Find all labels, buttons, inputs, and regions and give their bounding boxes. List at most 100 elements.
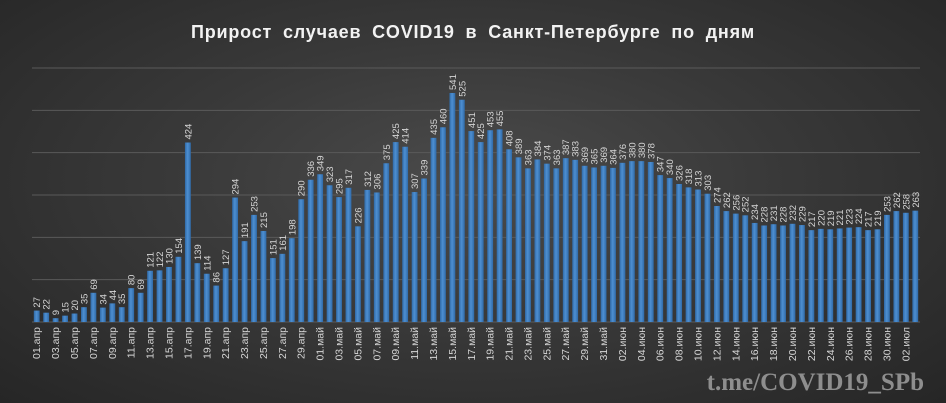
bar (780, 225, 786, 322)
x-tick-label: 03.май (334, 327, 346, 361)
data-label: 455 (495, 111, 506, 127)
data-label: 389 (514, 138, 525, 154)
data-label: 20 (70, 300, 81, 311)
x-tick-label: 17.апр (182, 327, 194, 359)
data-label: 303 (703, 175, 714, 191)
bar (600, 165, 607, 322)
bar (751, 222, 758, 322)
data-label: 228 (779, 207, 790, 223)
bar (874, 229, 881, 322)
x-tick-label: 15.май (447, 327, 459, 361)
data-label: 228 (760, 207, 771, 223)
x-tick-label: 21.апр (220, 327, 232, 359)
bar (619, 162, 626, 322)
data-label: 69 (136, 279, 147, 290)
x-tick-label: 26.июн (844, 327, 856, 361)
data-label: 226 (353, 207, 364, 223)
data-label: 44 (108, 290, 119, 301)
x-tick-label: 23.апр (239, 327, 251, 359)
data-label: 217 (807, 211, 818, 227)
data-label: 363 (523, 149, 534, 165)
data-label: 339 (420, 160, 431, 176)
data-label: 306 (372, 174, 383, 190)
x-tick-label: 19.апр (201, 327, 213, 359)
data-label: 220 (816, 210, 827, 226)
bar (477, 142, 484, 322)
data-label: 387 (561, 139, 572, 155)
bar (732, 213, 739, 322)
data-label: 263 (911, 192, 922, 208)
bar (912, 210, 919, 322)
bar (553, 168, 560, 322)
data-label: 15 (61, 302, 72, 313)
bar (657, 175, 664, 322)
data-label: 294 (231, 179, 242, 195)
bar (232, 197, 239, 322)
x-tick-label: 24.июн (825, 327, 837, 361)
data-label: 69 (89, 279, 100, 290)
data-label: 375 (382, 144, 393, 160)
x-tick-label: 04.июн (636, 327, 648, 361)
data-label: 349 (316, 155, 327, 171)
data-label: 424 (183, 124, 194, 140)
data-label: 451 (467, 112, 478, 128)
data-label: 425 (391, 123, 402, 139)
data-label: 336 (306, 161, 317, 177)
data-label: 35 (117, 294, 128, 305)
data-label: 525 (457, 81, 468, 97)
bar (676, 183, 683, 322)
data-label: 224 (854, 208, 865, 224)
data-label: 9 (51, 310, 62, 315)
x-tick-label: 18.июн (768, 327, 780, 361)
bar (449, 92, 456, 322)
x-tick-label: 20.июн (787, 327, 799, 361)
data-label: 363 (552, 149, 563, 165)
x-tick-label: 31.май (598, 327, 610, 361)
bar (761, 225, 768, 322)
x-tick-label: 11.май (409, 327, 421, 360)
x-tick-label: 01.май (315, 327, 327, 361)
data-label: 425 (476, 123, 487, 139)
data-label: 317 (344, 169, 355, 185)
data-label: 221 (835, 210, 846, 226)
bar (534, 159, 541, 322)
data-label: 323 (325, 166, 336, 182)
x-tick-label: 25.май (541, 327, 553, 361)
data-label: 365 (590, 149, 601, 165)
bar (288, 238, 295, 322)
bar (118, 307, 125, 322)
bar (90, 292, 97, 322)
x-tick-label: 07.апр (88, 327, 100, 359)
x-tick-label: 13.май (428, 327, 440, 361)
bar (487, 130, 494, 322)
data-label: 252 (741, 196, 752, 212)
data-label: 127 (221, 249, 232, 265)
data-label: 256 (731, 195, 742, 211)
data-label: 223 (845, 209, 856, 225)
data-label: 453 (486, 111, 497, 127)
data-label: 274 (712, 187, 723, 203)
bar (336, 197, 342, 322)
data-label: 232 (788, 205, 799, 221)
bar (884, 214, 890, 322)
x-tick-label: 12.июн (711, 327, 723, 361)
data-label: 121 (146, 252, 157, 268)
data-label: 414 (401, 128, 412, 144)
bar (685, 187, 692, 322)
bar (440, 127, 446, 323)
bar (194, 263, 201, 322)
bar (581, 165, 588, 322)
bar (260, 230, 267, 322)
data-label: 380 (637, 142, 648, 158)
bar (147, 270, 154, 322)
x-tick-label: 30.июн (881, 327, 893, 361)
x-tick-label: 05.апр (69, 327, 81, 359)
data-label: 229 (797, 206, 808, 222)
bar (458, 99, 465, 322)
bar (203, 273, 210, 322)
bar (99, 307, 106, 322)
data-label: 347 (656, 156, 667, 172)
x-tick-label: 21.май (504, 327, 516, 361)
data-label: 326 (675, 165, 686, 181)
